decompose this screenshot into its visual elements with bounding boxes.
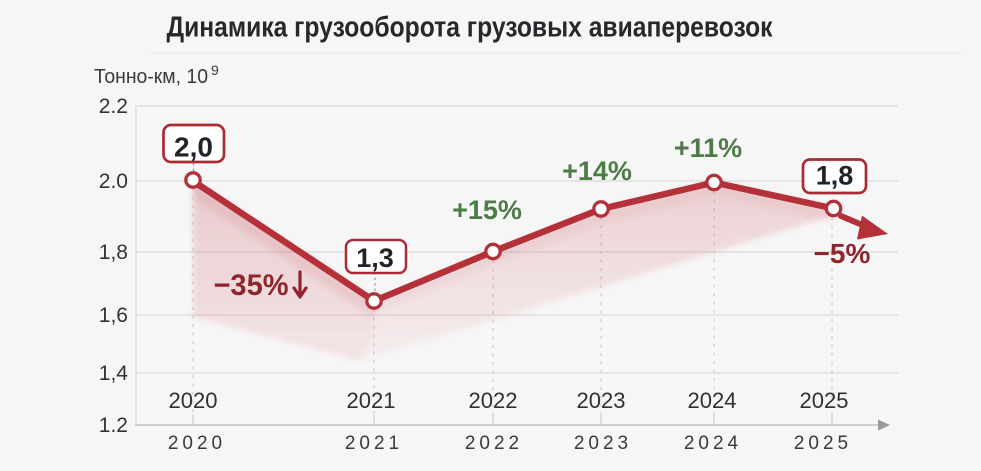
svg-text:2021: 2021 — [345, 433, 403, 454]
svg-text:1,8: 1,8 — [99, 241, 128, 264]
svg-text:1,8: 1,8 — [816, 161, 854, 191]
svg-text:Тонно-км, 10: Тонно-км, 10 — [94, 65, 208, 88]
svg-text:2024: 2024 — [688, 388, 737, 413]
svg-text:2.0: 2.0 — [99, 170, 128, 193]
svg-text:1,4: 1,4 — [99, 362, 129, 385]
svg-text:1,6: 1,6 — [99, 304, 128, 327]
svg-text:2020: 2020 — [168, 433, 226, 454]
svg-text:Динамика грузооборота грузовых: Динамика грузооборота грузовых авиаперев… — [167, 12, 773, 44]
svg-text:2022: 2022 — [469, 388, 518, 413]
svg-text:2021: 2021 — [347, 388, 396, 413]
svg-text:−35%: −35% — [214, 269, 289, 302]
svg-text:+15%: +15% — [452, 195, 522, 225]
svg-text:+14%: +14% — [562, 156, 632, 186]
svg-text:2,0: 2,0 — [174, 132, 213, 163]
svg-text:1.2: 1.2 — [99, 414, 128, 437]
svg-text:2023: 2023 — [574, 433, 632, 454]
svg-text:2.2: 2.2 — [99, 95, 128, 118]
svg-text:2024: 2024 — [684, 433, 742, 454]
svg-text:1,3: 1,3 — [356, 243, 394, 273]
svg-text:2022: 2022 — [465, 433, 523, 454]
svg-text:−5%: −5% — [814, 238, 871, 269]
svg-text:+11%: +11% — [674, 133, 742, 163]
svg-text:2025: 2025 — [794, 433, 852, 454]
svg-text:2020: 2020 — [169, 388, 218, 413]
svg-text:2025: 2025 — [800, 388, 849, 413]
svg-text:2023: 2023 — [577, 388, 626, 413]
svg-text:9: 9 — [211, 62, 219, 78]
